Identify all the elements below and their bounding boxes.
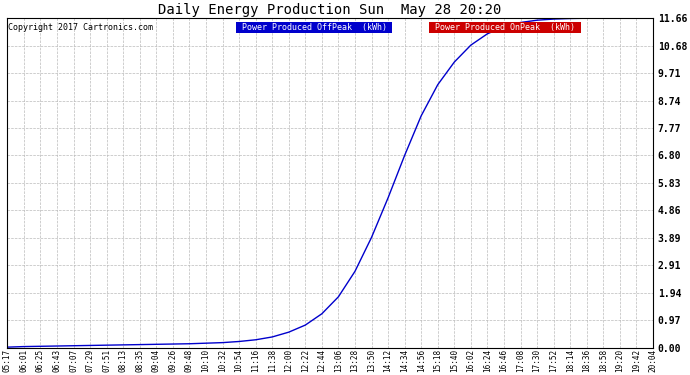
Text: Power Produced OnPeak  (kWh): Power Produced OnPeak (kWh) <box>431 23 580 32</box>
Title: Daily Energy Production Sun  May 28 20:20: Daily Energy Production Sun May 28 20:20 <box>159 3 502 17</box>
Text: Power Produced OffPeak  (kWh): Power Produced OffPeak (kWh) <box>237 23 391 32</box>
Text: Copyright 2017 Cartronics.com: Copyright 2017 Cartronics.com <box>8 23 153 32</box>
